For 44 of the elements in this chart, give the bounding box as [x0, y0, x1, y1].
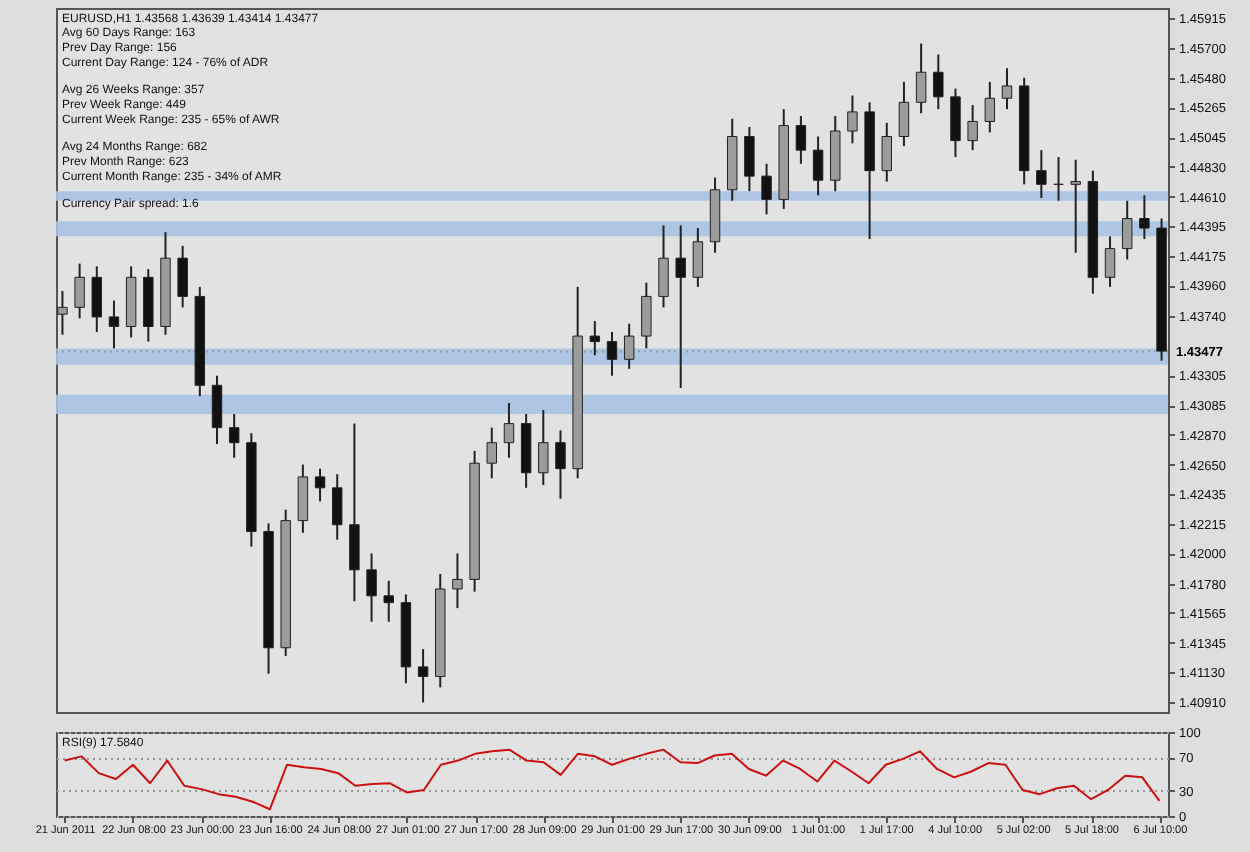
candlestick: [366, 552, 377, 623]
candlestick: [692, 227, 704, 288]
candlestick: [332, 473, 343, 541]
candlestick: [898, 80, 910, 148]
candlestick: [847, 94, 858, 145]
candlestick: [1139, 194, 1150, 241]
candlestick: [812, 135, 824, 197]
candlestick: [297, 463, 309, 534]
candlestick: [950, 87, 961, 158]
candlestick: [1070, 158, 1081, 254]
candlestick: [967, 104, 978, 152]
candlestick: [1001, 67, 1013, 111]
candlestick: [314, 467, 326, 503]
candlestick: [108, 299, 120, 350]
candlestick: [589, 320, 601, 357]
candlestick: [881, 121, 892, 183]
candlestick: [228, 413, 240, 459]
candlestick: [1036, 149, 1047, 200]
candlestick: [984, 80, 996, 134]
candlestick: [177, 244, 188, 309]
candlestick: [417, 648, 429, 704]
candlestick: [744, 125, 755, 193]
candlestick: [915, 42, 927, 115]
candlestick: [555, 429, 566, 500]
candlestick: [538, 408, 549, 487]
line-series: [63, 748, 1161, 811]
candlestick: [675, 224, 686, 390]
candlestick: [74, 262, 85, 320]
candlestick: [761, 162, 772, 216]
candlestick: [503, 402, 515, 459]
candlestick: [452, 552, 463, 610]
candlestick: [383, 579, 394, 623]
candlestick: [606, 330, 618, 377]
candlestick: [1104, 235, 1116, 288]
candlestick: [486, 426, 498, 480]
candlestick: [211, 374, 223, 446]
candlestick: [1053, 156, 1064, 202]
candlestick: [795, 114, 807, 165]
candlestick: [91, 265, 103, 333]
candlestick: [57, 289, 68, 336]
candlestick: [1121, 199, 1133, 261]
candlestick: [349, 422, 360, 603]
candlestick: [658, 224, 669, 309]
candlestick: [933, 53, 944, 111]
